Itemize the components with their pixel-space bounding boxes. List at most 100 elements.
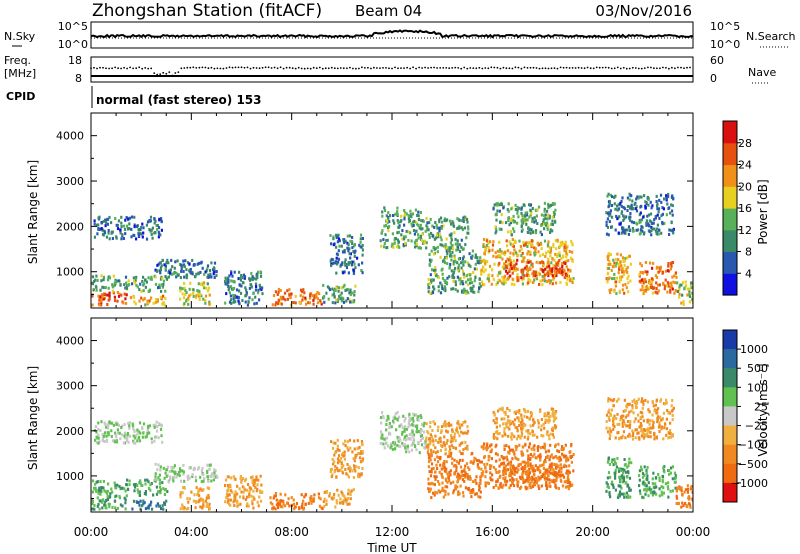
heatmap-cell xyxy=(208,302,211,306)
heatmap-cell xyxy=(516,484,519,488)
heatmap-cell xyxy=(466,429,470,433)
heatmap-cell xyxy=(470,488,473,492)
heatmap-cell xyxy=(536,435,539,439)
heatmap-cell xyxy=(96,504,99,508)
heatmap-cell xyxy=(146,428,149,432)
heatmap-cell xyxy=(614,207,617,211)
heatmap-cell xyxy=(99,429,102,432)
heatmap-cell xyxy=(534,272,538,276)
heatmap-cell xyxy=(117,294,121,298)
heatmap-cell xyxy=(179,479,183,483)
nave-dot xyxy=(394,66,396,69)
heatmap-cell xyxy=(316,290,319,294)
heatmap-cell xyxy=(282,499,285,503)
heatmap-cell xyxy=(550,222,553,226)
heatmap-cell xyxy=(322,295,325,299)
nave-dot xyxy=(565,66,568,69)
heatmap-cell xyxy=(202,479,205,483)
heatmap-cell xyxy=(539,254,542,258)
heatmap-cell xyxy=(430,470,433,474)
heatmap-cell xyxy=(547,250,550,254)
heatmap-cell xyxy=(404,446,407,450)
heatmap-cell xyxy=(460,245,463,249)
heatmap-cell xyxy=(142,298,145,302)
nave-dot xyxy=(400,67,402,69)
heatmap-cell xyxy=(385,442,388,446)
heatmap-cell xyxy=(468,252,471,256)
heatmap-cell xyxy=(535,214,538,218)
heatmap-cell xyxy=(531,430,534,434)
heatmap-cell xyxy=(156,224,159,227)
heatmap-cell xyxy=(539,476,542,480)
heatmap-cell xyxy=(156,298,159,302)
heatmap-cell xyxy=(349,239,352,243)
heatmap-cell xyxy=(655,492,658,496)
heatmap-cell xyxy=(431,491,435,495)
heatmap-cell xyxy=(455,465,458,469)
heatmap-cell xyxy=(617,467,620,471)
heatmap-cell xyxy=(208,293,211,297)
heatmap-cell xyxy=(195,500,198,504)
heatmap-cell xyxy=(154,475,157,479)
nave-dot xyxy=(349,66,351,69)
freq-top-tick: 18 xyxy=(68,54,82,67)
heatmap-cell xyxy=(663,287,666,291)
heatmap-cell xyxy=(569,269,572,273)
heatmap-cell xyxy=(616,217,619,221)
heatmap-cell xyxy=(609,262,612,266)
heatmap-cell xyxy=(627,471,630,475)
heatmap-cell xyxy=(335,271,338,275)
heatmap-cell xyxy=(546,419,549,423)
heatmap-cell xyxy=(341,471,345,475)
heatmap-cell xyxy=(668,472,671,476)
heatmap-cell xyxy=(454,266,457,270)
heatmap-cell xyxy=(516,428,519,432)
heatmap-cell xyxy=(101,285,104,289)
heatmap-cell xyxy=(359,237,362,241)
heatmap-cell xyxy=(529,250,532,254)
heatmap-cell xyxy=(103,229,106,233)
heatmap-cell xyxy=(166,490,169,493)
heatmap-cell xyxy=(614,194,617,198)
heatmap-cell xyxy=(100,221,103,225)
heatmap-cell xyxy=(347,249,350,253)
heatmap-cell xyxy=(662,466,665,470)
heatmap-cell xyxy=(334,441,337,445)
heatmap-cell xyxy=(452,262,455,266)
heatmap-cell xyxy=(149,215,153,219)
heatmap-cell xyxy=(437,456,440,459)
heatmap-cell xyxy=(232,300,235,304)
heatmap-cell xyxy=(542,466,545,470)
heatmap-cell xyxy=(548,481,551,485)
heatmap-cell xyxy=(105,491,108,495)
heatmap-cell xyxy=(155,298,158,302)
heatmap-cell xyxy=(658,228,661,232)
heatmap-cell xyxy=(554,470,557,474)
heatmap-cell xyxy=(343,270,346,274)
heatmap-cell xyxy=(558,254,561,258)
heatmap-cell xyxy=(417,223,420,227)
heatmap-cell xyxy=(492,465,496,469)
heatmap-cell xyxy=(253,302,256,306)
heatmap-cell xyxy=(568,464,571,468)
heatmap-cell xyxy=(509,463,512,467)
heatmap-cell xyxy=(419,431,422,435)
heatmap-cell xyxy=(650,220,653,224)
heatmap-cell xyxy=(544,421,547,425)
heatmap-cell xyxy=(503,262,506,266)
heatmap-cell xyxy=(453,269,456,272)
nave-label: Nave xyxy=(748,66,776,79)
heatmap-cell xyxy=(431,439,434,443)
heatmap-cell xyxy=(337,249,340,253)
heatmap-cell xyxy=(665,398,668,402)
heatmap-cell xyxy=(463,215,466,219)
nave-dot xyxy=(129,66,132,69)
heatmap-cell xyxy=(661,212,664,216)
heatmap-cell xyxy=(239,502,242,506)
heatmap-cell xyxy=(420,443,424,447)
heatmap-cell xyxy=(430,496,433,500)
heatmap-cell xyxy=(259,285,262,289)
heatmap-cell xyxy=(521,282,524,286)
heatmap-cell xyxy=(629,212,632,215)
heatmap-cell xyxy=(98,486,101,490)
